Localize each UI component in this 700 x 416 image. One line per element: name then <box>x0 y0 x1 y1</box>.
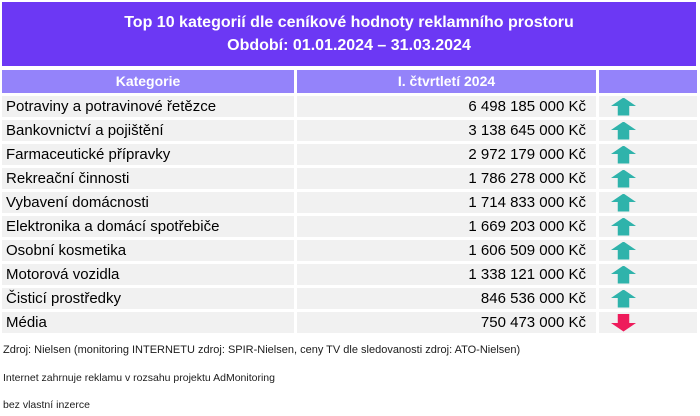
top10-table: Kategorie I. čtvrtletí 2024 Potraviny a … <box>2 70 697 333</box>
table-row-category: Čisticí prostředky <box>2 288 294 309</box>
trend-arrow-icon <box>611 313 636 332</box>
table-row-trend <box>599 240 697 261</box>
table-row-trend <box>599 312 697 333</box>
table-row-trend <box>599 120 697 141</box>
trend-arrow-icon <box>611 97 636 116</box>
table-row-trend <box>599 264 697 285</box>
report-period-line: Období: 01.01.2024 – 31.03.2024 <box>227 37 471 54</box>
own-advertising-note: bez vlastní inzerce <box>3 399 90 411</box>
table-row-category: Bankovnictví a pojištění <box>2 120 294 141</box>
table-row-trend <box>599 168 697 189</box>
table-row-trend <box>599 288 697 309</box>
table-row-value: 1 786 278 000 Kč <box>297 168 596 189</box>
table-row-category: Osobní kosmetika <box>2 240 294 261</box>
trend-arrow-icon <box>611 145 636 164</box>
table-row-value: 3 138 645 000 Kč <box>297 120 596 141</box>
table-row-category: Elektronika a domácí spotřebiče <box>2 216 294 237</box>
table-row-value: 1 669 203 000 Kč <box>297 216 596 237</box>
table-row-trend <box>599 216 697 237</box>
table-row-trend <box>599 144 697 165</box>
table-row-value: 1 338 121 000 Kč <box>297 264 596 285</box>
table-row-category: Potraviny a potravinové řetězce <box>2 96 294 117</box>
table-row-value: 750 473 000 Kč <box>297 312 596 333</box>
table-row-category: Farmaceutické přípravky <box>2 144 294 165</box>
report-title: Top 10 kategorií dle ceníkové hodnoty re… <box>2 2 696 66</box>
footer-notes: Zdroj: Nielsen (monitoring INTERNETU zdr… <box>3 344 700 411</box>
column-header-trend <box>599 70 697 93</box>
trend-arrow-icon <box>611 289 636 308</box>
table-row-value: 1 714 833 000 Kč <box>297 192 596 213</box>
trend-arrow-icon <box>611 217 636 236</box>
source-note: Zdroj: Nielsen (monitoring INTERNETU zdr… <box>3 344 521 356</box>
table-row-value: 846 536 000 Kč <box>297 288 596 309</box>
table-row-category: Vybavení domácnosti <box>2 192 294 213</box>
table-row-trend <box>599 96 697 117</box>
internet-scope-note: Internet zahrnuje reklamu v rozsahu proj… <box>3 372 275 384</box>
column-header-value: I. čtvrtletí 2024 <box>297 70 596 93</box>
table-row-category: Média <box>2 312 294 333</box>
report-title-line1: Top 10 kategorií dle ceníkové hodnoty re… <box>124 14 574 31</box>
table-row-category: Motorová vozidla <box>2 264 294 285</box>
trend-arrow-icon <box>611 241 636 260</box>
trend-arrow-icon <box>611 193 636 212</box>
table-row-category: Rekreační činnosti <box>2 168 294 189</box>
table-row-value: 2 972 179 000 Kč <box>297 144 596 165</box>
trend-arrow-icon <box>611 169 636 188</box>
table-row-value: 1 606 509 000 Kč <box>297 240 596 261</box>
column-header-category: Kategorie <box>2 70 294 93</box>
trend-arrow-icon <box>611 121 636 140</box>
table-row-trend <box>599 192 697 213</box>
trend-arrow-icon <box>611 265 636 284</box>
table-row-value: 6 498 185 000 Kč <box>297 96 596 117</box>
